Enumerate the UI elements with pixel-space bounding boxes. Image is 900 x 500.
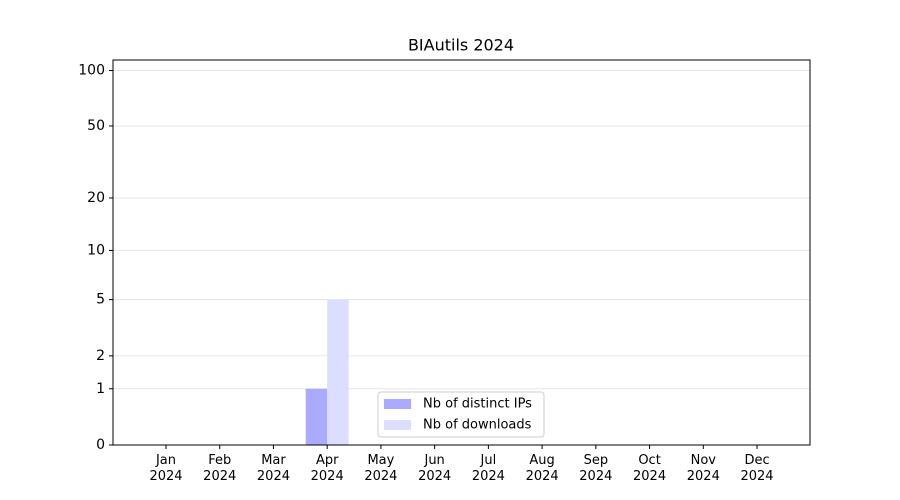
y-tick-label: 20	[87, 190, 105, 206]
legend-box	[377, 391, 545, 438]
x-tick-label: Apr 2024	[310, 453, 344, 484]
y-tick-label: 2	[96, 348, 105, 364]
bar	[305, 388, 328, 445]
x-tick-label: Sep 2024	[579, 453, 613, 484]
x-tick-label: May 2024	[364, 453, 398, 484]
legend-label: Nb of distinct IPs	[423, 397, 532, 412]
x-tick-label: Aug 2024	[525, 453, 559, 484]
legend-swatch	[384, 420, 411, 430]
x-tick-label: Oct 2024	[633, 453, 667, 484]
x-tick-label: Feb 2024	[203, 453, 237, 484]
y-tick-label: 100	[78, 63, 105, 79]
y-tick-label: 0	[96, 437, 105, 453]
x-tick-label: Nov 2024	[686, 453, 720, 484]
x-tick-label: Jan 2024	[149, 453, 183, 484]
y-tick-label: 5	[96, 292, 105, 308]
y-tick-label: 10	[87, 242, 105, 258]
plot-frame	[112, 59, 811, 446]
x-tick-label: Mar 2024	[256, 453, 290, 484]
x-tick-label: Dec 2024	[740, 453, 774, 484]
legend-swatch	[384, 399, 411, 409]
chart-title: BIAutils 2024	[408, 36, 514, 55]
y-tick-label: 50	[87, 118, 105, 134]
y-tick-label: 1	[96, 381, 105, 397]
legend-label: Nb of downloads	[423, 418, 532, 433]
bar	[327, 299, 349, 445]
x-tick-label: Jun 2024	[418, 453, 452, 484]
x-tick-label: Jul 2024	[471, 453, 505, 484]
